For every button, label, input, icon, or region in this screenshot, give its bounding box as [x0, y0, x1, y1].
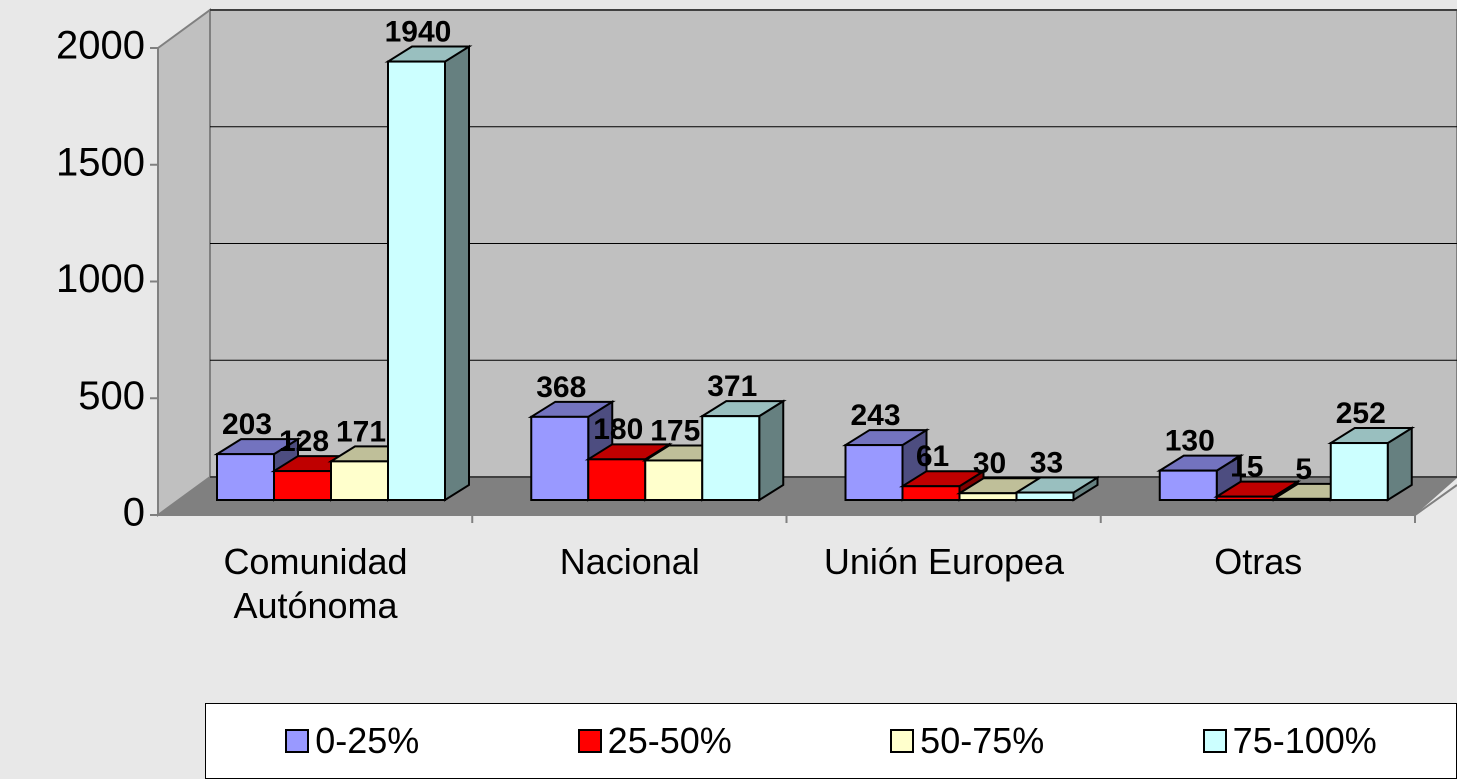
data-label: 243 — [850, 399, 900, 432]
data-label: 180 — [593, 413, 643, 446]
data-label: 130 — [1165, 425, 1215, 458]
data-label: 5 — [1295, 453, 1312, 486]
floor-edge — [1414, 484, 1457, 516]
legend-label: 0-25% — [315, 720, 420, 761]
bar-front — [701, 415, 761, 501]
bar — [1156, 453, 1245, 502]
y-tick-label: 1500 — [56, 140, 145, 184]
x-tick-label: Comunidad Autónoma — [223, 541, 408, 626]
legend-label: 50-75% — [920, 720, 1045, 761]
data-label: 61 — [916, 440, 949, 473]
bar-front — [387, 60, 446, 502]
bar-front — [1215, 495, 1275, 501]
legend-item: 50-75% — [890, 720, 1044, 762]
y-tick-label: 500 — [78, 374, 145, 418]
legend-swatch — [890, 729, 915, 753]
data-label: 30 — [973, 447, 1006, 480]
data-label: 175 — [650, 414, 700, 447]
bar-front — [901, 485, 961, 501]
data-label: 371 — [707, 370, 757, 403]
x-tick-label: Nacional — [559, 541, 700, 582]
y-tick-label: 0 — [123, 491, 145, 535]
x-tick-label: Unión Europea — [823, 541, 1065, 582]
bar — [1013, 475, 1101, 502]
data-label: 252 — [1336, 397, 1386, 430]
data-label: 203 — [222, 408, 272, 441]
legend-item: 0-25% — [285, 720, 419, 762]
bar-side — [444, 44, 470, 502]
bar-front — [1329, 442, 1389, 502]
bar-front — [1272, 497, 1332, 501]
bar-front — [958, 492, 1018, 502]
bar-front — [1015, 491, 1075, 501]
data-label: 128 — [279, 425, 329, 458]
bar-front — [216, 453, 275, 502]
legend-swatch — [1202, 729, 1227, 753]
bar-front — [273, 470, 332, 501]
bar-front — [587, 458, 647, 502]
y-tick-label: 2000 — [56, 24, 145, 68]
bar-front — [530, 415, 590, 501]
data-label: 368 — [536, 371, 586, 404]
legend-swatch — [285, 729, 310, 753]
data-label: 171 — [336, 415, 386, 448]
bar — [698, 399, 787, 502]
y-tick-label: 1000 — [56, 257, 145, 301]
side-wall — [157, 8, 211, 517]
legend: 0-25% 25-50% 50-75% 75-100% — [205, 703, 1457, 779]
legend-label: 25-50% — [607, 720, 732, 761]
bar — [1327, 426, 1416, 502]
x-tick-label: Otras — [1214, 541, 1303, 582]
data-label: 15 — [1230, 451, 1263, 484]
bar-front — [330, 460, 389, 502]
data-label: 33 — [1030, 446, 1063, 479]
bar-front — [1158, 469, 1218, 501]
legend-swatch — [577, 729, 602, 753]
legend-item: 75-100% — [1202, 720, 1377, 762]
bar — [213, 437, 302, 502]
bar-side — [758, 399, 785, 502]
floor — [158, 477, 1457, 515]
legend-item: 25-50% — [577, 720, 732, 762]
bar — [384, 44, 473, 502]
data-label: 1940 — [385, 15, 452, 48]
bar-front — [844, 444, 904, 501]
legend-label: 75-100% — [1232, 720, 1377, 761]
bar-front — [644, 459, 704, 502]
